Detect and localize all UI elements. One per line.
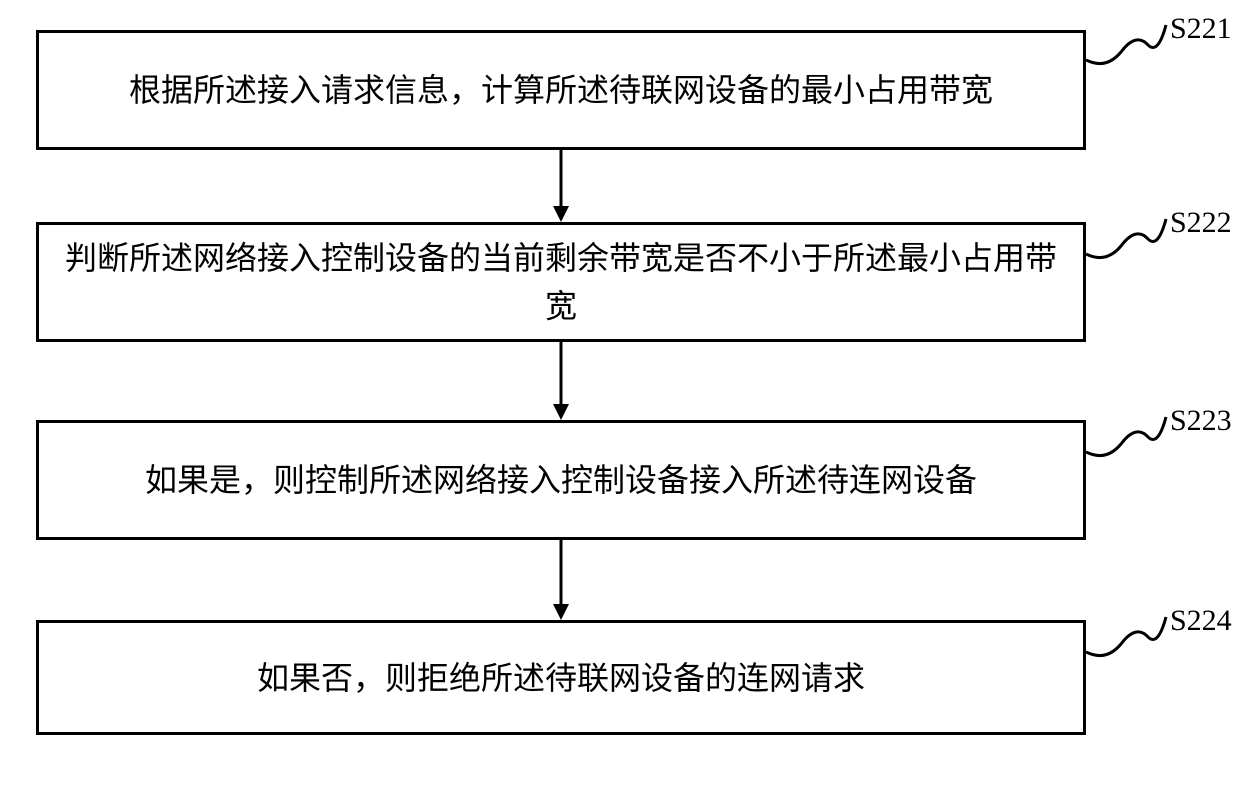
flowchart-container: 根据所述接入请求信息，计算所述待联网设备的最小占用带宽 S221 判断所述网络接… — [0, 0, 1240, 796]
step-text-s222: 判断所述网络接入控制设备的当前剩余带宽是否不小于所述最小占用带宽 — [59, 234, 1063, 330]
step-text-s223: 如果是，则控制所述网络接入控制设备接入所述待连网设备 — [145, 456, 977, 504]
arrow-3 — [547, 540, 575, 622]
step-label-s224: S224 — [1170, 604, 1232, 638]
step-label-s222: S222 — [1170, 206, 1232, 240]
connector-s221 — [1086, 10, 1176, 70]
connector-s222 — [1086, 204, 1176, 264]
step-label-s221: S221 — [1170, 12, 1232, 46]
step-box-s224: 如果否，则拒绝所述待联网设备的连网请求 — [36, 620, 1086, 735]
step-box-s222: 判断所述网络接入控制设备的当前剩余带宽是否不小于所述最小占用带宽 — [36, 222, 1086, 342]
step-label-s223: S223 — [1170, 404, 1232, 438]
step-text-s221: 根据所述接入请求信息，计算所述待联网设备的最小占用带宽 — [129, 66, 993, 114]
step-box-s223: 如果是，则控制所述网络接入控制设备接入所述待连网设备 — [36, 420, 1086, 540]
step-box-s221: 根据所述接入请求信息，计算所述待联网设备的最小占用带宽 — [36, 30, 1086, 150]
connector-s224 — [1086, 602, 1176, 662]
arrow-2 — [547, 342, 575, 422]
arrow-1 — [547, 150, 575, 224]
step-text-s224: 如果否，则拒绝所述待联网设备的连网请求 — [257, 654, 865, 702]
connector-s223 — [1086, 402, 1176, 462]
